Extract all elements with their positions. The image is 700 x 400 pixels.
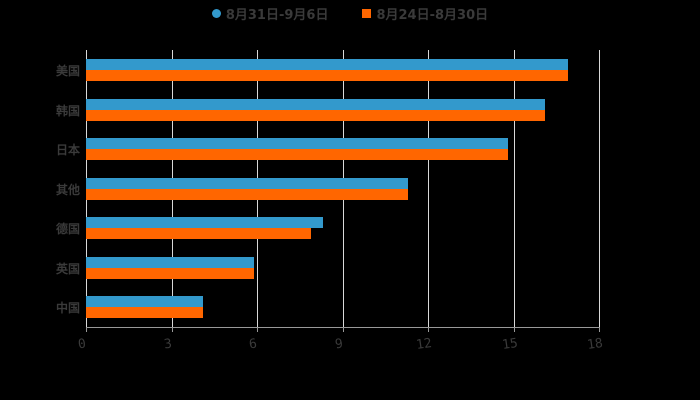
x-axis-tick bbox=[86, 327, 87, 332]
legend-circle-marker-icon bbox=[211, 9, 221, 18]
x-axis-tick bbox=[342, 327, 344, 332]
x-axis-tick-label: 0 bbox=[77, 336, 87, 353]
y-axis-category-label: 美国 bbox=[55, 64, 80, 78]
legend-item-series-2[interactable]: 8月24日-8月30日 bbox=[362, 4, 488, 23]
x-axis-tick bbox=[257, 327, 258, 332]
legend-label: 8月24日-8月30日 bbox=[376, 8, 489, 23]
bar-current-week[interactable] bbox=[86, 177, 409, 189]
y-axis-category-label: 德国 bbox=[55, 222, 80, 236]
y-axis-category-label: 中国 bbox=[55, 301, 80, 315]
gridline bbox=[428, 50, 429, 327]
x-axis-tick bbox=[171, 327, 173, 332]
y-axis-category-label: 英国 bbox=[55, 261, 80, 276]
x-axis-tick-label: 3 bbox=[162, 336, 173, 353]
legend-label: 8月31日-9月6日 bbox=[225, 8, 329, 23]
gridline bbox=[513, 50, 515, 327]
bar-previous-week[interactable] bbox=[86, 228, 312, 239]
bar-current-week[interactable] bbox=[86, 256, 255, 268]
gridline bbox=[599, 50, 600, 327]
x-axis-tick-label: 15 bbox=[500, 335, 519, 354]
x-axis-tick bbox=[513, 327, 515, 332]
bar-previous-week[interactable] bbox=[86, 149, 508, 160]
bar-previous-week[interactable] bbox=[86, 307, 203, 318]
y-axis-category-label: 日本 bbox=[55, 143, 80, 157]
bar-previous-week[interactable] bbox=[86, 70, 568, 81]
bar-current-week[interactable] bbox=[86, 98, 545, 110]
x-axis-tick-label: 18 bbox=[586, 335, 604, 354]
bar-previous-week[interactable] bbox=[86, 188, 409, 200]
bar-current-week[interactable] bbox=[86, 138, 508, 149]
legend-item-series-1[interactable]: 8月31日-9月6日 bbox=[211, 4, 329, 23]
x-axis-tick-label: 6 bbox=[248, 336, 258, 353]
x-axis-line bbox=[86, 327, 600, 328]
legend-square-marker-icon bbox=[362, 9, 372, 18]
x-axis-tick-label: 12 bbox=[415, 335, 433, 354]
bar-previous-week[interactable] bbox=[86, 109, 545, 121]
x-axis-tick bbox=[428, 327, 429, 332]
y-axis-category-label: 其他 bbox=[55, 182, 80, 197]
bar-current-week[interactable] bbox=[86, 217, 323, 228]
chart-legend: 8月31日-9月6日 8月24日-8月30日 bbox=[0, 4, 700, 23]
y-axis-category-label: 韩国 bbox=[55, 103, 80, 118]
x-axis-tick bbox=[599, 327, 600, 332]
bar-current-week[interactable] bbox=[86, 296, 203, 307]
bar-previous-week[interactable] bbox=[86, 267, 255, 279]
bar-current-week[interactable] bbox=[86, 59, 568, 70]
x-axis-tick-label: 9 bbox=[333, 336, 344, 353]
